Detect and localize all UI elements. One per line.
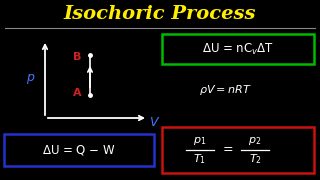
Text: $p_1$: $p_1$ <box>193 135 207 147</box>
Text: $T_2$: $T_2$ <box>249 152 261 166</box>
Text: $p_2$: $p_2$ <box>248 135 262 147</box>
Text: A: A <box>73 88 81 98</box>
Text: B: B <box>73 52 81 62</box>
Text: $\rho V = nRT$: $\rho V = nRT$ <box>199 83 251 97</box>
Text: V: V <box>149 116 157 129</box>
Text: Isochoric Process: Isochoric Process <box>64 5 256 23</box>
Text: $T_1$: $T_1$ <box>194 152 206 166</box>
Text: $\Delta$U = Q $-$ W: $\Delta$U = Q $-$ W <box>42 143 116 157</box>
Text: =: = <box>223 143 233 156</box>
Text: p: p <box>26 71 34 84</box>
Text: $\Delta$U = nC$_v$$\Delta$T: $\Delta$U = nC$_v$$\Delta$T <box>202 41 274 57</box>
